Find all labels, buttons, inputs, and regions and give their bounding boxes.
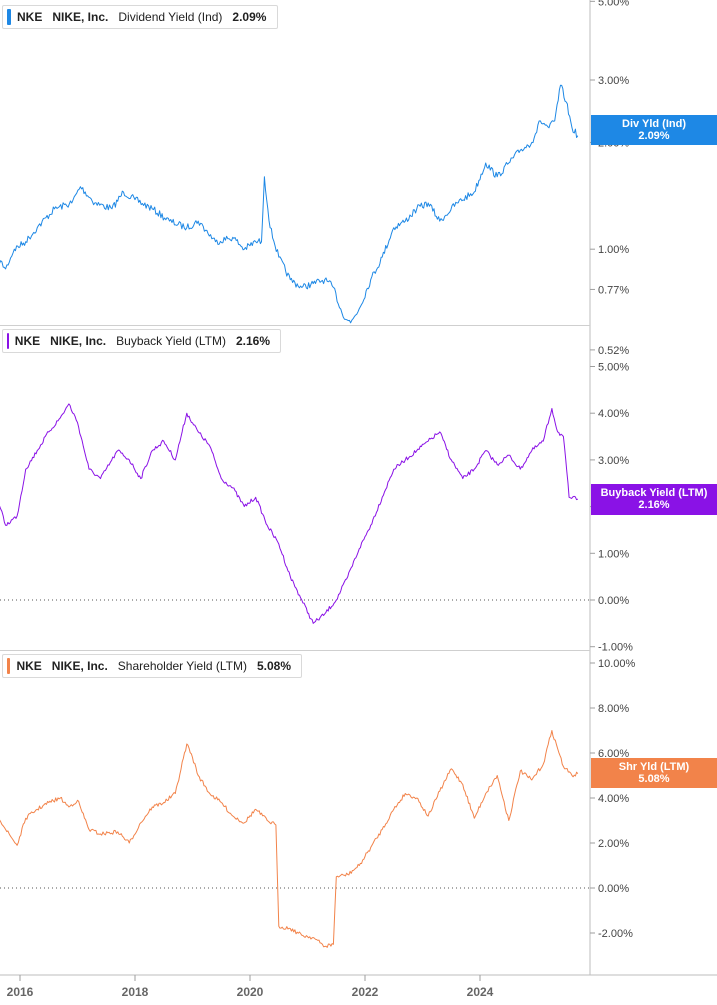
y-tick-label: 6.00% (598, 748, 629, 760)
buyback-yield-value-tag: Buyback Yield (LTM) 2.16% (591, 484, 717, 515)
series-line-buyback (0, 403, 578, 624)
legend-buyback-yield[interactable]: NKE NIKE, Inc. Buyback Yield (LTM) 2.16% (2, 329, 281, 353)
y-tick-label: 3.00% (598, 75, 629, 87)
y-tick-label: 10.00% (598, 658, 636, 670)
tag-value: 2.09% (638, 130, 670, 142)
y-tick-label: 0.77% (598, 284, 629, 296)
tag-value: 2.16% (638, 499, 670, 511)
y-tick-label: 2.00% (598, 838, 629, 850)
y-tick-label: 0.00% (598, 595, 629, 607)
legend-ticker: NKE (16, 659, 42, 673)
y-tick-label: 1.00% (598, 548, 629, 560)
legend-value: 2.09% (232, 10, 267, 24)
y-tick-label: 4.00% (598, 408, 629, 420)
legend-metric: Dividend Yield (Ind) (118, 10, 223, 24)
legend-metric: Buyback Yield (LTM) (116, 334, 226, 348)
y-tick-label: 4.00% (598, 793, 629, 805)
legend-ticker: NKE (14, 334, 41, 348)
y-tick-label: 0.52% (598, 345, 629, 357)
legend-shareholder-yield[interactable]: NKE NIKE, Inc. Shareholder Yield (LTM) 5… (2, 654, 302, 678)
legend-ticker: NKE (17, 10, 43, 24)
series-swatch (7, 658, 11, 674)
series-swatch (7, 333, 9, 349)
legend-company: NIKE, Inc. (51, 659, 108, 673)
legend-company: NIKE, Inc. (50, 334, 107, 348)
series-line-shareholder (0, 730, 579, 948)
y-tick-label: -1.00% (598, 642, 633, 654)
shareholder-yield-value-tag: Shr Yld (LTM) 5.08% (591, 758, 717, 788)
y-tick-label: 1.00% (598, 244, 629, 256)
legend-company: NIKE, Inc. (52, 10, 109, 24)
y-tick-label: 5.00% (598, 0, 629, 8)
y-tick-label: 8.00% (598, 703, 629, 715)
x-tick-label: 2022 (352, 985, 379, 999)
x-tick-label: 2018 (122, 985, 149, 999)
dividend-yield-value-tag: Div Yld (Ind) 2.09% (591, 115, 717, 145)
y-tick-label: 0.00% (598, 883, 629, 895)
tag-label: Shr Yld (LTM) (618, 761, 690, 773)
legend-dividend-yield[interactable]: NKE NIKE, Inc. Dividend Yield (Ind) 2.09… (2, 5, 278, 29)
y-tick-label: 3.00% (598, 455, 629, 467)
series-swatch (7, 9, 11, 25)
tag-value: 5.08% (638, 773, 670, 785)
tag-label: Buyback Yield (LTM) (600, 487, 708, 499)
series-line-dividend (0, 84, 579, 324)
legend-metric: Shareholder Yield (LTM) (117, 659, 247, 673)
tag-label: Div Yld (Ind) (622, 118, 686, 130)
y-tick-label: 5.00% (598, 362, 629, 374)
x-tick-label: 2020 (237, 985, 264, 999)
x-tick-label: 2024 (467, 985, 494, 999)
y-tick-label: -2.00% (598, 928, 633, 940)
legend-value: 2.16% (235, 334, 270, 348)
legend-value: 5.08% (256, 659, 291, 673)
x-tick-label: 2016 (7, 985, 34, 999)
